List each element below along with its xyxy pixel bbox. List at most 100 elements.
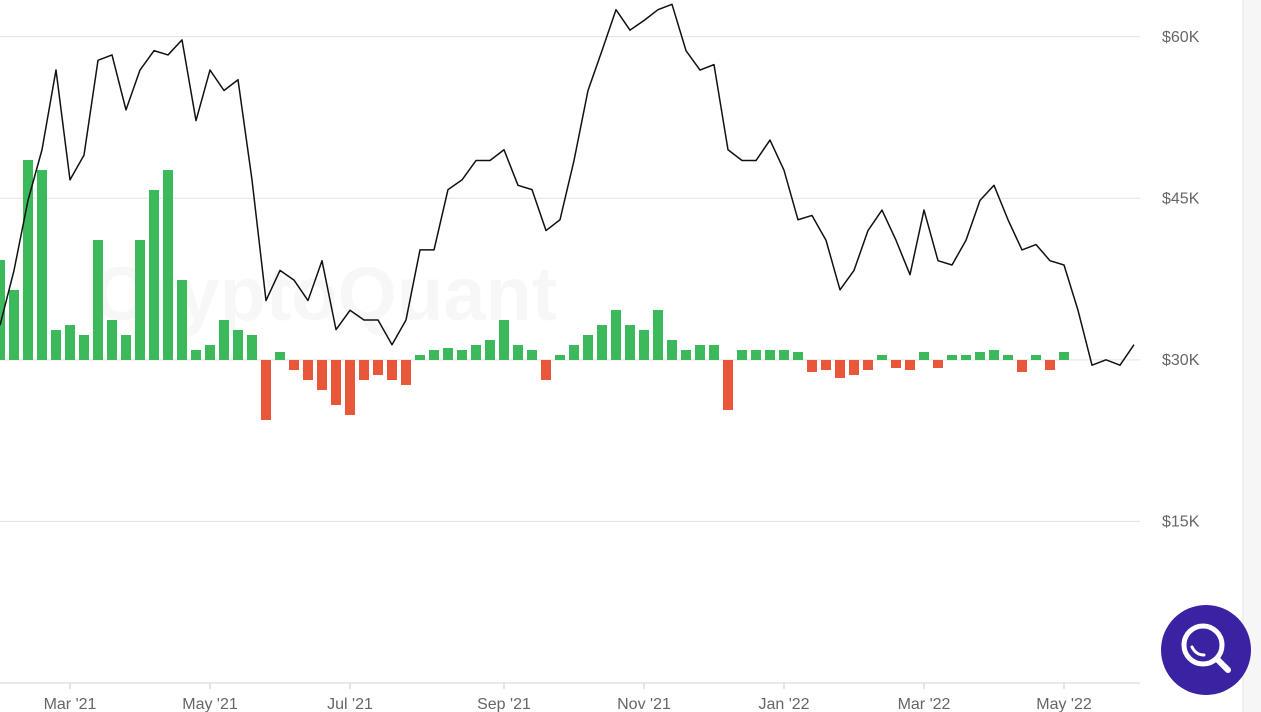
bar: [1003, 355, 1013, 360]
x-tick-label: May '21: [182, 696, 238, 712]
bar: [583, 335, 593, 360]
bar: [765, 350, 775, 360]
bar: [0, 260, 5, 360]
bar: [723, 360, 733, 410]
bar: [751, 350, 761, 360]
bar: [681, 350, 691, 360]
bar: [597, 325, 607, 360]
bar: [247, 335, 257, 360]
x-tick-label: Jul '21: [327, 696, 373, 712]
y-tick-label: $60K: [1162, 29, 1200, 46]
bar: [905, 360, 915, 370]
bar: [429, 350, 439, 360]
bar: [569, 345, 579, 360]
bar: [863, 360, 873, 370]
search-icon-handle: [1214, 656, 1231, 673]
bar: [289, 360, 299, 370]
x-tick-label: Mar '21: [44, 696, 97, 712]
bar: [443, 348, 453, 360]
bar: [9, 290, 19, 360]
bar: [163, 170, 173, 360]
bar: [359, 360, 369, 380]
bar: [51, 330, 61, 360]
bar: [219, 320, 229, 360]
bar: [107, 320, 117, 360]
x-tick-label: Jan '22: [758, 696, 809, 712]
search-circle[interactable]: [1161, 605, 1251, 695]
bar: [177, 280, 187, 360]
bar: [191, 350, 201, 360]
bar: [471, 345, 481, 360]
bar: [877, 355, 887, 360]
bar: [93, 240, 103, 360]
bar: [625, 325, 635, 360]
bar: [415, 355, 425, 360]
bar: [149, 190, 159, 360]
bar: [933, 360, 943, 368]
bar: [499, 320, 509, 360]
bar: [1059, 352, 1069, 360]
bar: [261, 360, 271, 420]
bar: [1031, 355, 1041, 360]
bar: [793, 352, 803, 360]
bar: [1017, 360, 1027, 372]
bar: [891, 360, 901, 368]
bar: [527, 350, 537, 360]
bar: [695, 345, 705, 360]
bar: [23, 160, 33, 360]
bar: [205, 345, 215, 360]
y-tick-label: $15K: [1162, 514, 1200, 531]
y-tick-label: $45K: [1162, 190, 1200, 207]
bar: [233, 330, 243, 360]
bar: [779, 350, 789, 360]
bar: [373, 360, 383, 375]
x-tick-label: Sep '21: [477, 696, 531, 712]
bar: [821, 360, 831, 370]
bar: [709, 345, 719, 360]
bar: [835, 360, 845, 378]
bar: [457, 350, 467, 360]
bar: [541, 360, 551, 380]
bar: [653, 310, 663, 360]
bar: [275, 352, 285, 360]
bar: [65, 325, 75, 360]
search-icon: [1181, 623, 1225, 667]
bar: [303, 360, 313, 380]
bar: [331, 360, 341, 405]
bar: [135, 240, 145, 360]
bar: [611, 310, 621, 360]
bar: [121, 335, 131, 360]
bar: [1045, 360, 1055, 370]
bar: [387, 360, 397, 380]
bar: [961, 355, 971, 360]
plot: $15K $30K $45K $60K Mar '21 May '21 Jul '21 Sep…: [0, 3, 1200, 712]
bar: [737, 350, 747, 360]
bar: [401, 360, 411, 385]
x-tick-label: Nov '21: [617, 696, 671, 712]
bar: [639, 330, 649, 360]
search-button[interactable]: [1161, 605, 1251, 695]
bar: [485, 340, 495, 360]
bar: [555, 355, 565, 360]
bar: [37, 170, 47, 360]
bar: [989, 350, 999, 360]
scrollbar[interactable]: [1243, 0, 1261, 712]
bar: [345, 360, 355, 415]
bar: [919, 352, 929, 360]
bar: [807, 360, 817, 372]
bar: [947, 355, 957, 360]
bar: [79, 335, 89, 360]
x-tick-label: Mar '22: [898, 696, 951, 712]
x-tick-label: May '22: [1036, 696, 1092, 712]
y-tick-label: $30K: [1162, 352, 1200, 369]
bar: [317, 360, 327, 390]
bar: [849, 360, 859, 375]
watermark: CryptoQuant: [93, 252, 557, 337]
search-icon-glint: [1190, 645, 1206, 657]
price-line: [0, 3, 1135, 366]
bar: [513, 345, 523, 360]
bar: [975, 352, 985, 360]
bar: [667, 340, 677, 360]
